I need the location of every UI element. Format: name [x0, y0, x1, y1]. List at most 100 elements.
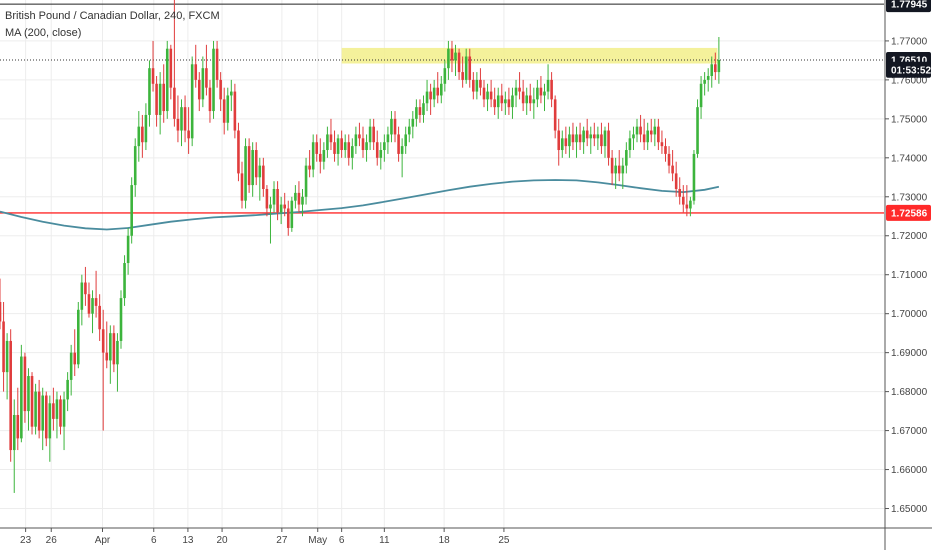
- candle-up: [180, 99, 183, 147]
- candle-up: [632, 126, 635, 151]
- candle-body: [575, 134, 578, 143]
- candle-down: [30, 372, 34, 435]
- candle-body: [2, 321, 5, 373]
- candle-body: [472, 79, 475, 92]
- candle-down: [664, 138, 667, 162]
- candle-up: [5, 333, 9, 400]
- grid: [0, 0, 884, 528]
- candle-down: [101, 309, 105, 431]
- candle-body: [521, 91, 525, 104]
- candle-body: [9, 340, 12, 451]
- candle-down: [482, 79, 486, 108]
- candle-body: [454, 52, 457, 61]
- candle-body: [201, 68, 205, 100]
- candle-up: [621, 157, 625, 189]
- price-tag-bg: [886, 61, 931, 78]
- candle-down: [254, 142, 258, 186]
- candle-body: [461, 72, 464, 80]
- candle-down: [240, 161, 244, 209]
- candle-body: [233, 91, 237, 131]
- candle-down: [87, 282, 91, 318]
- candle-down: [52, 387, 55, 431]
- candle-body: [20, 356, 23, 439]
- candle-body: [407, 126, 411, 135]
- candle-body: [642, 134, 646, 143]
- candle-body: [400, 146, 404, 154]
- candle-up: [226, 87, 230, 131]
- candle-body: [279, 204, 283, 213]
- candle-up: [635, 118, 639, 143]
- candle-body: [493, 99, 496, 108]
- candle-body: [30, 376, 34, 427]
- candle-down: [500, 83, 504, 112]
- candle-body: [55, 399, 59, 419]
- candle-up: [109, 325, 112, 384]
- x-tick-label: May: [308, 535, 327, 546]
- candle-body: [589, 134, 593, 139]
- candle-body: [165, 48, 169, 112]
- candle-body: [48, 403, 52, 439]
- candle-up: [543, 83, 546, 112]
- candle-down: [247, 138, 251, 193]
- candle-up: [614, 157, 617, 189]
- candle-up: [272, 181, 276, 213]
- candle-up: [475, 72, 479, 100]
- candle-body: [660, 142, 664, 147]
- candle-body: [98, 305, 101, 330]
- candle-body: [16, 414, 20, 439]
- candle-body: [286, 208, 290, 228]
- candle-down: [183, 95, 187, 143]
- candle-body: [685, 204, 689, 209]
- candle-body: [215, 48, 219, 80]
- price-tag-label: 1.72586: [891, 208, 928, 219]
- y-tick-label: 1.69000: [891, 348, 928, 359]
- y-tick-label: 1.73000: [891, 192, 928, 203]
- candle-body: [27, 376, 30, 412]
- candle-body: [432, 87, 436, 100]
- candle-body: [504, 99, 507, 104]
- x-tick-label: 6: [151, 535, 157, 546]
- price-tag-label: 1.76510: [891, 56, 928, 67]
- candle-body: [543, 91, 546, 96]
- candle-up: [404, 126, 408, 154]
- x-tick-label: 25: [498, 535, 510, 546]
- candle-up: [646, 122, 649, 151]
- candle-up: [454, 44, 457, 76]
- candle-down: [333, 130, 336, 162]
- candle-down: [564, 126, 568, 154]
- candle-body: [304, 165, 308, 197]
- candle-down: [397, 126, 400, 162]
- candle-up: [119, 290, 123, 349]
- candle-body: [646, 130, 649, 143]
- candle-up: [383, 134, 386, 162]
- candle-down: [176, 95, 180, 143]
- candle-up: [699, 75, 703, 119]
- candle-body: [450, 48, 454, 61]
- candle-body: [62, 399, 66, 427]
- candle-up: [486, 83, 489, 112]
- candle-body: [358, 134, 361, 139]
- candle-body: [12, 414, 16, 451]
- candle-body: [212, 48, 215, 112]
- x-tick-label: 23: [20, 535, 32, 546]
- candle-body: [578, 134, 582, 143]
- candle-body: [443, 68, 447, 84]
- candle-body: [77, 309, 80, 365]
- candle-body: [553, 99, 557, 131]
- candle-down: [197, 72, 201, 112]
- candle-up: [41, 387, 45, 451]
- candle-body: [614, 165, 617, 174]
- candle-up: [69, 344, 73, 396]
- candle-down: [585, 118, 589, 147]
- candle-up: [294, 185, 297, 209]
- candle-body: [326, 134, 329, 151]
- x-tick-label: Apr: [95, 535, 111, 546]
- candle-body: [525, 95, 529, 104]
- candle-body: [340, 138, 343, 151]
- candle-down: [194, 44, 198, 88]
- candle-up: [692, 150, 696, 205]
- candle-up: [536, 79, 539, 108]
- candle-body: [66, 379, 69, 400]
